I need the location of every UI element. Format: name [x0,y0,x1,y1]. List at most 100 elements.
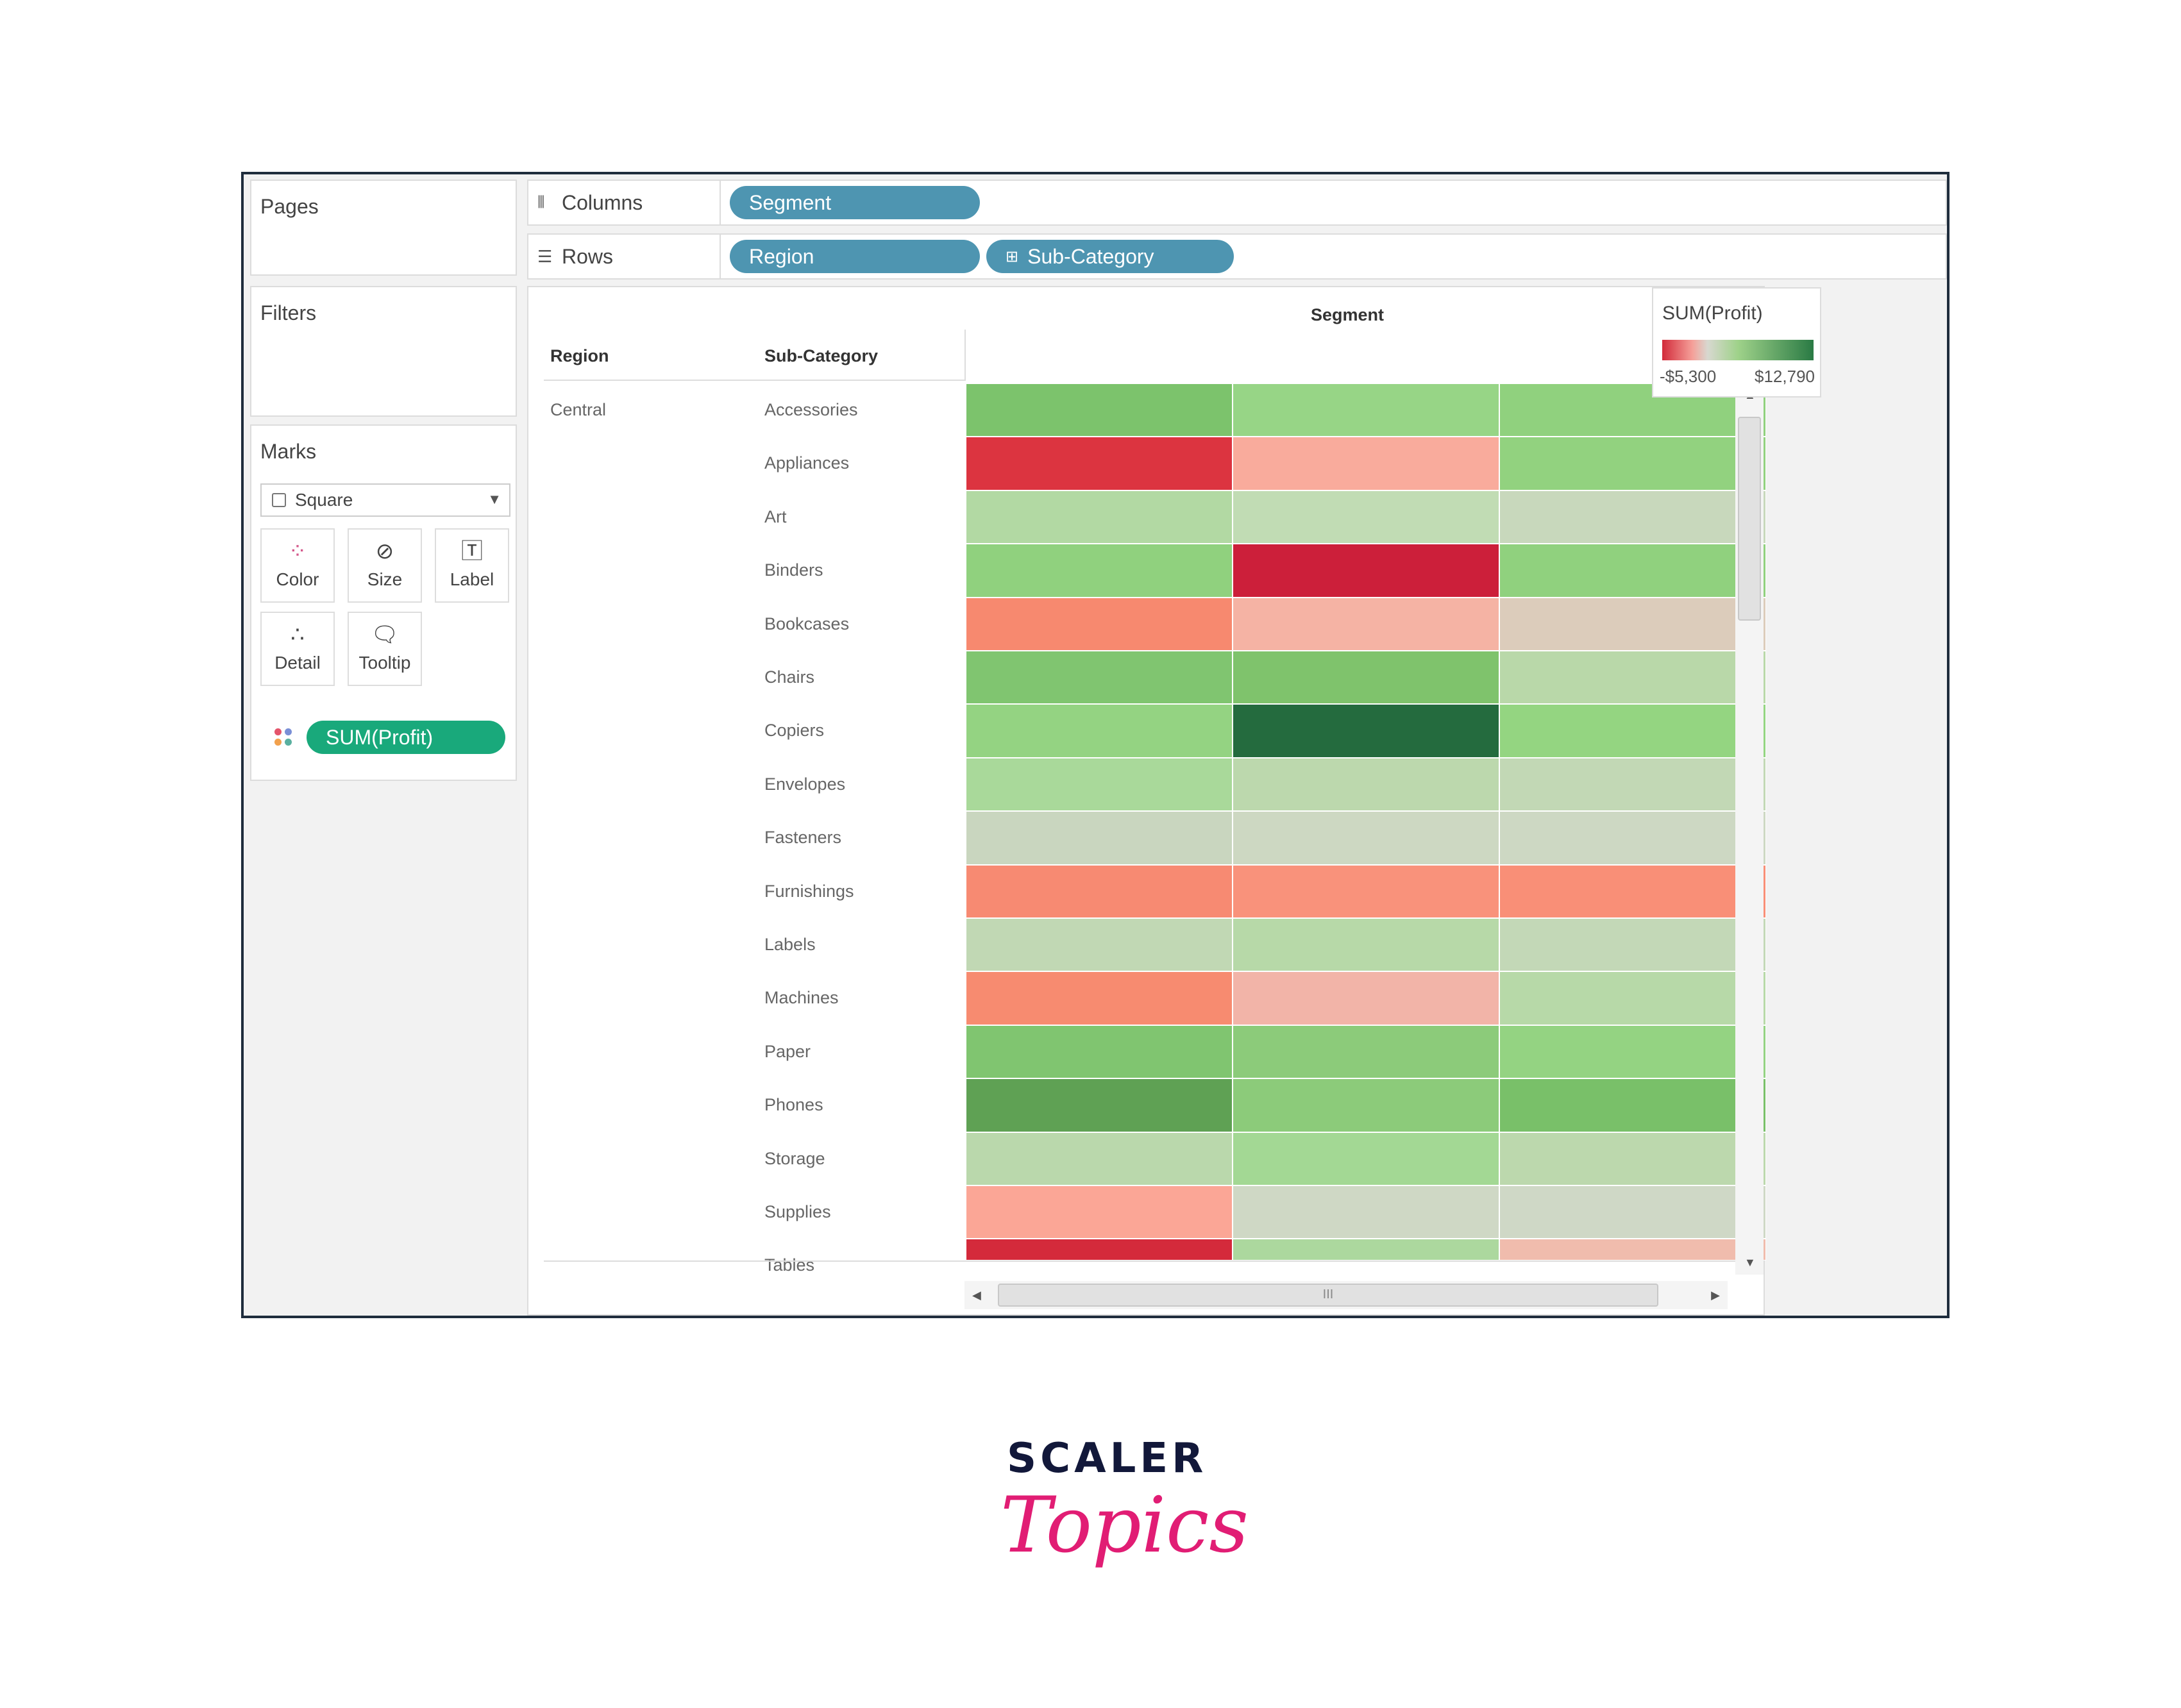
heatmap-cell[interactable] [1499,544,1766,598]
heatmap-cell[interactable] [1233,971,1499,1025]
heatmap-cell[interactable] [1233,1025,1499,1079]
profit-color-legend[interactable]: SUM(Profit) -$5,300 $12,790 [1652,287,1821,398]
scaler-logo-text: SCALER [1007,1435,1208,1482]
rows-label: ☰ Rows [528,235,721,278]
sub-category-pill[interactable]: ⊞ Sub-Category [986,240,1234,273]
columns-label-text: Columns [562,190,643,214]
mark-type-value: Square [295,490,353,510]
row-label-chairs: Chairs [764,667,815,687]
row-label-appliances: Appliances [764,453,850,473]
heatmap-cell[interactable] [966,704,1233,758]
detail-icon: ∴ [291,623,305,647]
heatmap-cell[interactable] [1233,544,1499,598]
size-icon: ⊘ [375,539,394,564]
heatmap-cell[interactable] [1233,918,1499,972]
heatmap-cell[interactable] [1499,971,1766,1025]
heatmap-cell[interactable] [1233,757,1499,812]
heatmap-cell[interactable] [966,437,1233,490]
label-icon: 🅃 [461,539,483,564]
tooltip-button-label: Tooltip [358,653,411,673]
rows-label-text: Rows [562,244,614,268]
vertical-scrollbar[interactable]: ▲ ▼ [1735,383,1764,1275]
row-label-machines: Machines [764,988,839,1008]
heatmap-cell[interactable] [1233,1239,1499,1260]
heatmap-cell[interactable] [1233,864,1499,918]
legend-gradient [1662,340,1814,360]
heatmap-cell[interactable] [966,651,1233,705]
heatmap-cell[interactable] [1499,704,1766,758]
heatmap-cell[interactable] [966,490,1233,544]
segment-pill[interactable]: Segment [730,186,980,219]
region-value: Central [550,400,607,419]
heatmap-cell[interactable] [966,918,1233,972]
marks-title: Marks [260,440,317,463]
label-button-label: Label [450,569,494,589]
heatmap-cell[interactable] [1499,1239,1766,1260]
heatmap-cell[interactable] [966,1132,1233,1185]
heatmap-cell[interactable] [1499,1078,1766,1132]
row-label-art: Art [764,507,787,526]
heatmap-cell[interactable] [1499,918,1766,972]
scroll-left-icon[interactable]: ◀ [972,1289,981,1302]
heatmap-cell[interactable] [1499,437,1766,490]
color-field-icon [274,728,294,748]
heatmap-cell[interactable] [1233,1185,1499,1239]
tableau-window: Pages Filters Marks Square ▼ ⁘ Color ⊘ S… [241,172,1949,1318]
expand-icon: ⊞ [1006,247,1019,265]
heatmap-cell[interactable] [1499,757,1766,812]
bottom-divider [544,1260,1738,1262]
row-label-bookcases: Bookcases [764,614,850,633]
scroll-right-icon[interactable]: ▶ [1711,1289,1720,1302]
view-area: Segment Region Sub-Category Central Cons… [527,286,1766,1316]
heatmap-cell[interactable] [1233,1132,1499,1185]
row-label-binders: Binders [764,560,823,580]
heatmap-cell[interactable] [966,757,1233,812]
heatmap-cell[interactable] [1233,597,1499,651]
color-button[interactable]: ⁘ Color [260,528,335,603]
vertical-scroll-thumb[interactable] [1738,417,1761,621]
heatmap-cell[interactable] [966,544,1233,598]
heatmap-cell[interactable] [1233,811,1499,865]
heatmap-cell[interactable] [1233,383,1499,437]
heatmap-cell[interactable] [1499,1025,1766,1079]
horizontal-scrollbar[interactable]: ◀ III ▶ [964,1281,1728,1309]
heatmap-cell[interactable] [1499,597,1766,651]
heatmap-cell[interactable] [966,811,1233,865]
heatmap-cell[interactable] [1233,704,1499,758]
heatmap-cell[interactable] [966,597,1233,651]
heatmap-cell[interactable] [966,1239,1233,1260]
region-pill[interactable]: Region [730,240,980,273]
heatmap-cell[interactable] [966,1078,1233,1132]
heatmap-cell[interactable] [1499,1185,1766,1239]
mark-type-dropdown[interactable]: Square ▼ [260,483,510,517]
row-label-supplies: Supplies [764,1202,831,1221]
sum-profit-pill[interactable]: SUM(Profit) [307,721,505,754]
columns-label: ⦀ Columns [528,181,721,224]
detail-button[interactable]: ∴ Detail [260,612,335,686]
columns-icon: ⦀ [537,192,545,212]
heatmap-cell[interactable] [1499,864,1766,918]
heatmap-cell[interactable] [966,383,1233,437]
rows-icon: ☰ [537,246,553,266]
heatmap-cell[interactable] [1499,1132,1766,1185]
scroll-down-icon[interactable]: ▼ [1744,1256,1756,1269]
horizontal-scroll-thumb[interactable]: III [998,1284,1658,1307]
label-button[interactable]: 🅃 Label [435,528,509,603]
heatmap-cell[interactable] [966,1185,1233,1239]
region-column-header: Region [550,346,609,365]
heatmap-cell[interactable] [1499,490,1766,544]
size-button[interactable]: ⊘ Size [348,528,422,603]
rows-shelf: ☰ Rows Region ⊞ Sub-Category [527,233,1947,280]
tooltip-button[interactable]: 🗨 Tooltip [348,612,422,686]
heatmap-cell[interactable] [1499,651,1766,705]
heatmap-cell[interactable] [1499,811,1766,865]
heatmap-cell[interactable] [1233,437,1499,490]
heatmap-cell[interactable] [1233,651,1499,705]
detail-button-label: Detail [274,653,321,673]
heatmap-cell[interactable] [1233,490,1499,544]
heatmap-cell[interactable] [966,864,1233,918]
heatmap-cell[interactable] [966,971,1233,1025]
subcategory-column-header: Sub-Category [764,346,879,365]
heatmap-cell[interactable] [1233,1078,1499,1132]
heatmap-cell[interactable] [966,1025,1233,1079]
